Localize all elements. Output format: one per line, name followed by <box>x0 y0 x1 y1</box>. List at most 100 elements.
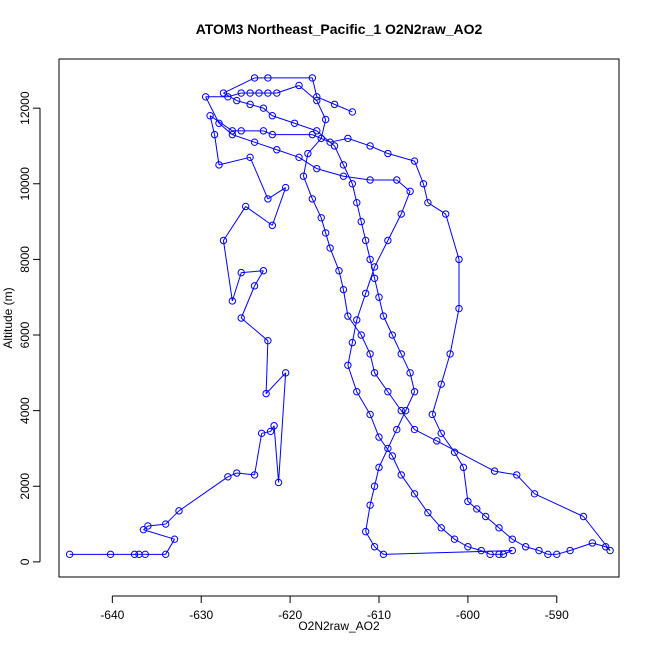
series-segment <box>249 103 264 109</box>
data-point <box>384 236 392 245</box>
data-point <box>375 293 383 301</box>
series-segment <box>236 100 251 105</box>
y-tick-label: 10000 <box>18 167 32 201</box>
data-point <box>446 350 454 358</box>
data-point <box>606 546 614 555</box>
data-point <box>499 550 508 559</box>
data-point <box>241 202 250 211</box>
series-segment <box>254 433 263 475</box>
data-point <box>339 161 348 169</box>
data-point <box>215 161 223 169</box>
series-segment <box>449 308 460 355</box>
x-axis-label: O2N2raw_AO2 <box>298 619 380 633</box>
data-point <box>295 81 303 90</box>
data-point <box>401 406 410 415</box>
series-segment <box>436 440 495 472</box>
series-segment <box>347 137 371 147</box>
series-segment <box>440 353 451 385</box>
series-segment <box>240 285 256 319</box>
series-segment <box>316 130 335 147</box>
series-segment <box>538 550 549 555</box>
data-point <box>450 448 459 456</box>
data-point <box>321 229 330 237</box>
data-point <box>233 469 241 477</box>
data-point <box>281 369 290 377</box>
y-axis: 0 2000 4000 6000 8000 10000 12000 <box>18 91 41 565</box>
data-point <box>375 463 383 472</box>
series-segment <box>347 342 353 366</box>
data-point <box>65 550 74 559</box>
data-point <box>224 473 232 481</box>
data-point <box>139 526 148 534</box>
y-tick-label: 8000 <box>18 246 32 273</box>
data-point <box>233 96 241 105</box>
data-point <box>370 369 379 377</box>
series-segment <box>400 474 415 495</box>
series-segment <box>218 156 251 166</box>
series-segment <box>209 115 233 132</box>
series-segment <box>265 340 269 394</box>
data-point <box>450 535 459 543</box>
series-segment <box>276 84 300 94</box>
data-point <box>379 312 388 320</box>
data-point <box>424 509 432 517</box>
x-tick-label: -610 <box>367 608 391 622</box>
data-point <box>388 452 397 460</box>
series-segment <box>265 372 287 394</box>
data-point <box>361 289 370 298</box>
series-segment <box>245 206 273 226</box>
series-segment <box>325 232 331 249</box>
series-segment <box>223 206 247 241</box>
y-tick-label: 0 <box>18 558 32 565</box>
data-point <box>161 550 170 559</box>
data-point <box>366 255 374 264</box>
data-point <box>370 543 379 551</box>
data-point <box>313 96 321 105</box>
data-point <box>393 425 401 434</box>
data-point <box>366 142 374 150</box>
series-segment <box>525 546 540 552</box>
data-point <box>344 312 352 320</box>
data-point <box>566 546 574 555</box>
data-point <box>321 115 330 124</box>
series-segment <box>342 289 349 317</box>
data-point <box>201 93 210 101</box>
series-segment <box>329 247 340 271</box>
data-point <box>473 505 481 513</box>
series-segment <box>374 240 389 268</box>
data-point <box>579 512 588 521</box>
series-segment <box>205 96 220 124</box>
series-points <box>65 74 614 559</box>
data-point <box>530 490 539 498</box>
data-point <box>353 316 361 324</box>
series-segment <box>178 476 229 512</box>
data-point <box>290 119 299 127</box>
x-tick-label: -620 <box>278 608 302 622</box>
series-segment <box>347 365 358 392</box>
data-point <box>224 93 232 101</box>
data-point <box>215 119 223 127</box>
data-point <box>274 478 283 487</box>
data-point <box>259 267 268 275</box>
series-segment <box>223 77 255 94</box>
series-segment <box>273 425 280 483</box>
series-segment <box>356 391 371 415</box>
data-point <box>308 74 317 82</box>
series-segment <box>261 430 271 434</box>
data-point <box>257 429 266 438</box>
series-segment <box>400 410 415 430</box>
data-point <box>250 138 259 146</box>
data-point <box>361 527 370 536</box>
series-segment <box>241 270 264 274</box>
series-segment <box>556 550 571 555</box>
y-tick-label: 2000 <box>18 473 32 500</box>
data-point <box>353 198 361 207</box>
series-segment <box>387 213 402 241</box>
series-segment <box>271 187 287 226</box>
data-point <box>397 350 405 358</box>
y-tick-label: 4000 <box>18 397 32 424</box>
x-tick-label: -600 <box>456 608 480 622</box>
series-segment <box>387 391 402 411</box>
data-point <box>357 217 365 226</box>
